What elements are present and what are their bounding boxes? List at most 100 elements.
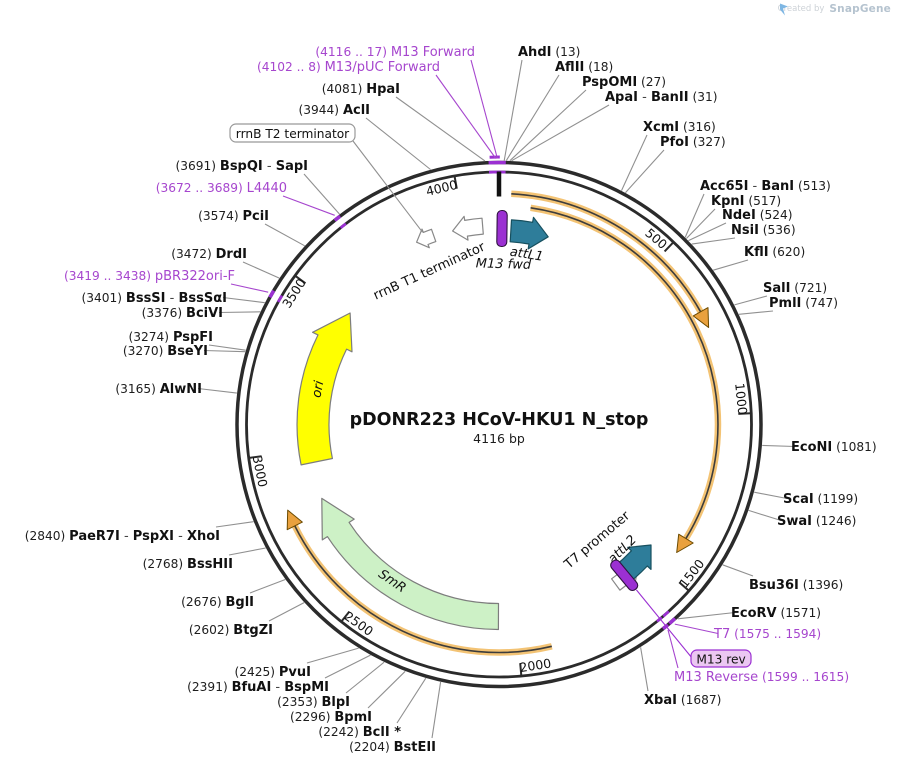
orf-arc-1[interactable]: [511, 190, 710, 328]
enzyme-label-bsteii[interactable]: (2204) BstEII: [349, 740, 436, 755]
enzyme-label-pspomi[interactable]: PspOMI (27): [582, 75, 666, 90]
primer-label-pbr322ori-f[interactable]: (3419 .. 3438) pBR322ori-F: [64, 269, 235, 284]
leader-line-kfli: [713, 259, 749, 271]
leader-line-aflii: [505, 74, 560, 161]
enzyme-label-bsssi-bsss-i[interactable]: (3401) BssSI - BssSαI: [82, 291, 227, 306]
m13-rev-box[interactable]: M13 rev: [690, 649, 752, 668]
svg-text:NsiI (536): NsiI (536): [731, 223, 796, 238]
svg-text:AhdI (13): AhdI (13): [518, 45, 580, 60]
created-by-text: Created by: [777, 4, 825, 14]
enzyme-label-bspqi-sapi[interactable]: (3691) BspQI - SapI: [176, 159, 309, 174]
leader-line-pcii: [264, 223, 305, 247]
enzyme-label-bsu36i[interactable]: Bsu36I (1396): [749, 578, 843, 593]
svg-text:XbaI (1687): XbaI (1687): [644, 693, 721, 708]
feature-attl1[interactable]: attL1: [509, 216, 549, 265]
enzyme-label-nsii[interactable]: NsiI (536): [731, 223, 796, 238]
svg-text:(3691) BspQI - SapI: (3691) BspQI - SapI: [176, 159, 309, 174]
enzyme-label-drdi[interactable]: (3472) DrdI: [171, 247, 247, 262]
leader-line-kpni: [686, 208, 716, 239]
leader-line-xcmi: [621, 134, 648, 191]
tick-2000: [519, 663, 523, 676]
svg-text:(2353) BlpI: (2353) BlpI: [277, 695, 350, 710]
enzyme-label-xcmi[interactable]: XcmI (316): [643, 120, 716, 135]
svg-text:(4102 .. 8) M13/pUC Forward: (4102 .. 8) M13/pUC Forward: [257, 60, 440, 75]
leader-line-alwni: [197, 387, 237, 394]
primer-label-t7[interactable]: T7 (1575 .. 1594): [713, 627, 821, 642]
enzyme-label-kpni[interactable]: KpnI (517): [711, 194, 781, 209]
enzyme-label-bseyi[interactable]: (3270) BseYI: [123, 344, 208, 359]
enzyme-label-bgli[interactable]: (2676) BglI: [181, 595, 254, 610]
svg-text:(3270) BseYI: (3270) BseYI: [123, 344, 208, 359]
enzyme-label-paer7i-pspxi-xhoi[interactable]: (2840) PaeR7I - PspXI - XhoI: [25, 529, 220, 544]
enzyme-label-swai[interactable]: SwaI (1246): [777, 514, 856, 529]
enzyme-label-sali[interactable]: SalI (721): [763, 281, 827, 296]
enzyme-label-hpai[interactable]: (4081) HpaI: [322, 82, 400, 97]
primer-label-m13-reverse[interactable]: M13 Reverse (1599 .. 1615): [674, 670, 849, 685]
leader-line-pspfi: [208, 344, 246, 351]
svg-text:(2676) BglI: (2676) BglI: [181, 595, 254, 610]
svg-text:(2296) BpmI: (2296) BpmI: [290, 710, 372, 725]
leader-line-bsu36i: [722, 564, 754, 577]
enzyme-label-blpi[interactable]: (2353) BlpI: [277, 695, 350, 710]
enzyme-label-btgzi[interactable]: (2602) BtgZI: [189, 623, 273, 638]
svg-text:SalI (721): SalI (721): [763, 281, 827, 296]
svg-text:Bsu36I (1396): Bsu36I (1396): [749, 578, 843, 593]
feature-ori[interactable]: ori: [296, 312, 353, 466]
enzyme-label-kfli[interactable]: KflI (620): [744, 245, 805, 260]
enzyme-label-xbai[interactable]: XbaI (1687): [644, 693, 721, 708]
svg-text:(3274) PspFI: (3274) PspFI: [129, 330, 213, 345]
leader-line-bspqi-sapi: [303, 173, 340, 215]
primer-marker-m13-rev[interactable]: [609, 558, 640, 592]
svg-text:EcoRV (1571): EcoRV (1571): [731, 606, 821, 621]
svg-text:PfoI (327): PfoI (327): [660, 135, 726, 150]
enzyme-label-ndei[interactable]: NdeI (524): [722, 208, 793, 223]
orf-arc-2[interactable]: [530, 204, 722, 553]
tick-2500: [340, 610, 351, 622]
enzyme-label-apai-banii[interactable]: ApaI - BanII (31): [605, 90, 717, 105]
enzyme-label-pvui[interactable]: (2425) PvuI: [235, 665, 312, 680]
primer-label-m13-puc-forward[interactable]: (4102 .. 8) M13/pUC Forward: [257, 60, 440, 75]
enzyme-label-ahdi[interactable]: AhdI (13): [518, 45, 580, 60]
enzyme-label-pspfi[interactable]: (3274) PspFI: [129, 330, 213, 345]
svg-text:NdeI (524): NdeI (524): [722, 208, 793, 223]
enzyme-label-pmli[interactable]: PmlI (747): [769, 296, 838, 311]
svg-text:(3672 .. 3689) L4440: (3672 .. 3689) L4440: [156, 181, 287, 196]
enzyme-label-pfoi[interactable]: PfoI (327): [660, 135, 726, 150]
leader-line-bfuai-bspmi: [324, 654, 371, 679]
enzyme-label-pcii[interactable]: (3574) PciI: [198, 209, 269, 224]
leader-line-bcli: [396, 677, 427, 724]
primer-label-l4440[interactable]: (3672 .. 3689) L4440: [156, 181, 287, 196]
leader-line-bpmi: [367, 670, 406, 709]
leader-line-m13-forward: [470, 59, 498, 159]
svg-text:PmlI (747): PmlI (747): [769, 296, 838, 311]
rrnb-t2-box[interactable]: rrnB T2 terminator: [229, 123, 356, 143]
enzyme-label-aflii[interactable]: AflII (18): [555, 60, 613, 75]
primer-ring-segment-l4440: [333, 214, 347, 229]
svg-text:(3165) AlwNI: (3165) AlwNI: [115, 382, 202, 397]
enzyme-label-bfuai-bspmi[interactable]: (2391) BfuAI - BspMI: [187, 680, 329, 695]
feature-rrnb-t2-terminator[interactable]: [416, 228, 437, 249]
enzyme-label-bcivi[interactable]: (3376) BciVI: [142, 306, 223, 321]
leader-line-m13-reverse: [667, 629, 679, 669]
enzyme-label-bcli[interactable]: (2242) BclI *: [318, 725, 401, 740]
enzyme-label-alwni[interactable]: (3165) AlwNI: [115, 382, 202, 397]
enzyme-label-bpmi[interactable]: (2296) BpmI: [290, 710, 372, 725]
svg-text:EcoNI (1081): EcoNI (1081): [791, 440, 877, 455]
enzyme-label-scai[interactable]: ScaI (1199): [783, 492, 858, 507]
enzyme-label-ecorv[interactable]: EcoRV (1571): [731, 606, 821, 621]
orf-arc-3[interactable]: [286, 509, 553, 656]
leader-line-swai: [748, 509, 782, 522]
primer-marker-m13-fwd[interactable]: M13 fwd: [476, 209, 532, 273]
svg-text:(2204) BstEII: (2204) BstEII: [349, 740, 436, 755]
enzyme-label-econi[interactable]: EcoNI (1081): [791, 440, 877, 455]
enzyme-label-acli[interactable]: (3944) AclI: [299, 103, 370, 118]
svg-text:ScaI (1199): ScaI (1199): [783, 492, 858, 507]
leader-line-acc65i-bani: [684, 193, 705, 238]
primer-ring-segment-t7: [662, 610, 677, 625]
leader-line-ndei: [688, 222, 727, 242]
enzyme-label-acc65i-bani[interactable]: Acc65I - BanI (513): [700, 179, 831, 194]
primer-label-m13-forward[interactable]: (4116 .. 17) M13 Forward: [315, 45, 475, 60]
enzyme-label-bsshii[interactable]: (2768) BssHII: [143, 557, 233, 572]
leader-line-bsshii: [228, 547, 266, 556]
